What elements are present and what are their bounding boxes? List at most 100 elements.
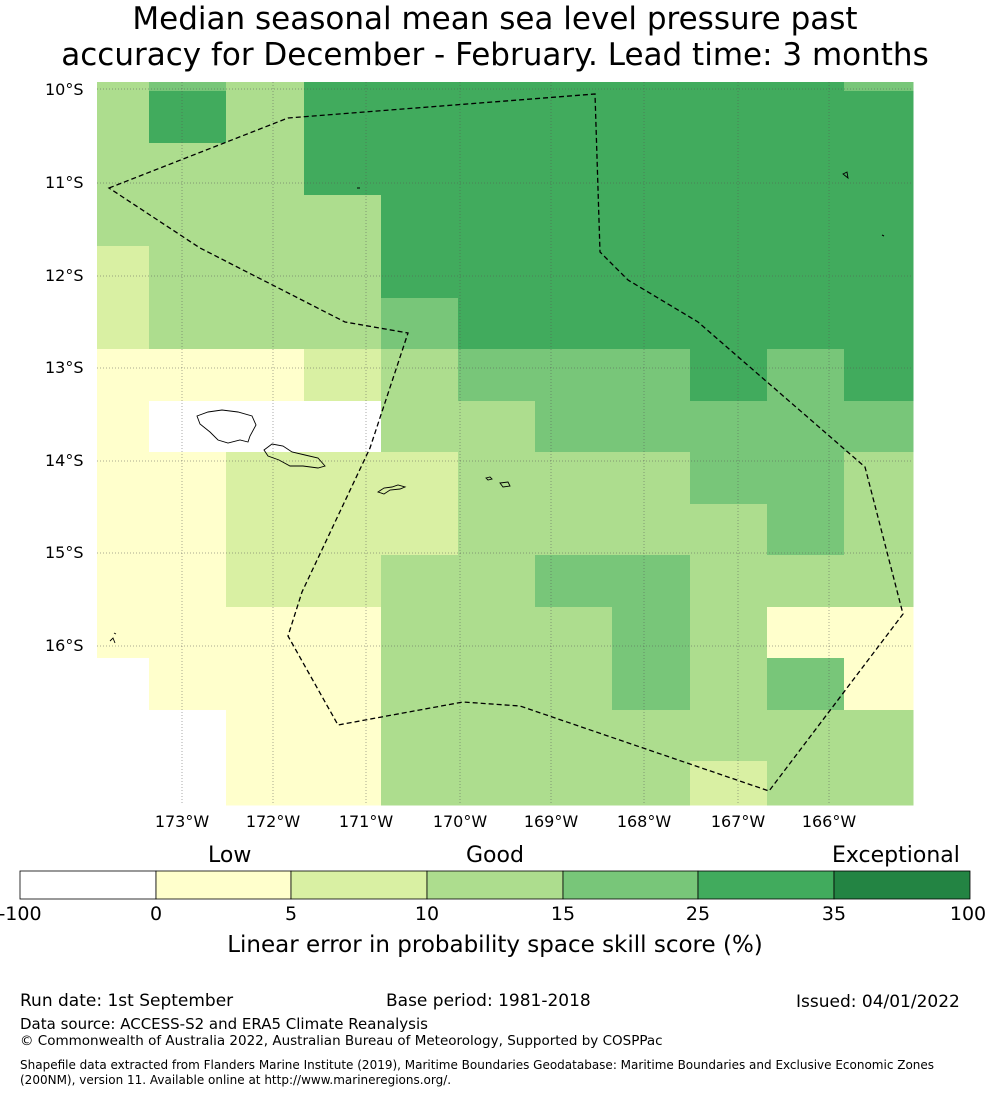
lon-label: 169°W [523,812,579,831]
colorbar-swatch [697,870,835,900]
grid-cell [381,246,459,299]
lon-label: 172°W [245,812,301,831]
colorbar-tick: 0 [149,903,163,925]
grid-cell [226,401,305,453]
grid-cell [97,246,150,299]
grid-cell [535,607,613,659]
grid-cell [149,761,227,806]
grid-cell [381,82,459,92]
grid-cell [97,401,150,453]
grid-cell [458,504,536,556]
colorbar-swatch [19,870,157,900]
grid-cell [535,298,613,350]
grid-cell [690,246,768,299]
grid-cell [226,195,305,247]
grid-cell [767,246,845,299]
grid-cell [458,143,536,196]
colorbar-tick: 5 [284,903,298,925]
grid-cell [458,82,536,92]
grid-cell [767,401,845,453]
grid-cell [844,710,914,762]
grid-cell [767,658,845,711]
grid-cell [381,761,459,806]
grid-cell [304,195,382,247]
graticule [97,82,913,805]
colorbar-tick: 10 [414,903,440,925]
grid-cell [690,761,768,806]
grid-cell [226,555,305,608]
grid-cell [97,710,150,762]
grid-cell [149,82,227,92]
grid-cell [149,555,227,608]
grid-cell [767,555,845,608]
grid-cell [844,761,914,806]
grid-cell [844,246,914,299]
map-title-line-1: Median seasonal mean sea level pressure … [132,1,858,37]
grid-cell [381,401,459,453]
grid-cell [226,452,305,505]
grid-cell [767,349,845,402]
grid-cell [304,607,382,659]
colorbar [19,870,971,900]
grid-cell [97,349,150,402]
lat-label: 10°S [45,80,84,99]
grid-cell [690,91,768,144]
grid-cell [535,91,613,144]
category-good: Good [466,843,524,868]
copyright: © Commonwealth of Australia 2022, Austra… [20,1033,663,1049]
grid-cell [844,91,914,144]
grid-cell [844,401,914,453]
grid-cell [535,555,613,608]
colorbar-swatch [562,870,699,900]
grid-cell [767,761,845,806]
grid-cell [844,195,914,247]
grid-cell [612,349,691,402]
grid-cell [381,298,459,350]
grid-cell [844,452,914,505]
grid-cell [844,298,914,350]
grid-cell [690,401,768,453]
grid-cell [690,555,768,608]
grid-cell [381,710,459,762]
colorbar-tick: -100 [0,903,42,925]
grid-cell [690,143,768,196]
grid-cell [767,607,845,659]
grid-cell [844,349,914,402]
grid-cell [304,298,382,350]
grid-cell [97,658,150,711]
grid-cell [690,82,768,92]
issued-date: Issued: 04/01/2022 [796,992,960,1012]
colorbar-title: Linear error in probability space skill … [227,932,763,958]
grid-cell [535,761,613,806]
swains-island [842,171,849,180]
grid-cell [226,143,305,196]
grid-cell [458,401,536,453]
grid-cell [844,658,914,711]
grid-cell [612,195,691,247]
grid-cell [612,658,691,711]
grid-cell [381,607,459,659]
grid-cell [767,452,845,505]
lat-label: 14°S [45,451,84,470]
grid-cell [381,195,459,247]
grid-cell [381,349,459,402]
shapefile-credit: Shapefile data extracted from Flanders M… [20,1058,935,1087]
colorbar-tick: 35 [821,903,847,925]
grid-cell [612,555,691,608]
grid-cell [535,246,613,299]
grid-cell [690,298,768,350]
grid-cell [690,710,768,762]
grid-cell [612,504,691,556]
grid-cell [381,504,459,556]
lon-label: 171°W [338,812,394,831]
category-low: Low [208,843,252,868]
lat-label: 12°S [45,266,84,285]
grid-cell [458,452,536,505]
grid-cell [149,401,227,453]
grid-cell [612,761,691,806]
grid-cell [844,555,914,608]
grid-cell [612,82,691,92]
grid-cell [304,401,382,453]
grid-cell [767,195,845,247]
